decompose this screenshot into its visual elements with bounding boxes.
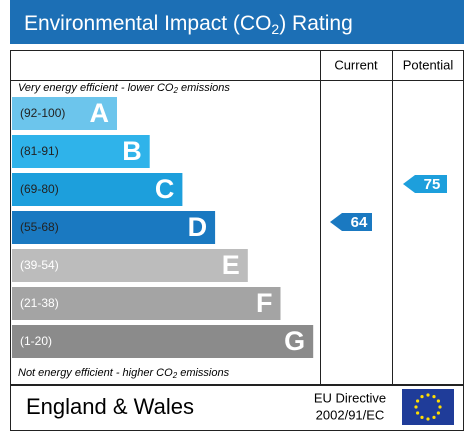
band-bar	[12, 249, 248, 282]
band-letter: C	[155, 174, 175, 204]
region: England & Wales	[26, 394, 194, 419]
band-letter: E	[222, 250, 240, 280]
band-range: (69-80)	[20, 182, 59, 196]
directive: EU Directive	[314, 390, 386, 405]
band-bar	[12, 97, 117, 130]
current-arrow	[330, 213, 372, 231]
band-range: (81-91)	[20, 144, 59, 158]
band-bar	[12, 287, 281, 320]
footer-frame	[10, 385, 464, 431]
band-letter: D	[188, 212, 208, 242]
band-letter: B	[122, 136, 142, 166]
title-bar	[10, 0, 464, 44]
bands: (92-100) A (81-91) B (69-80) C (55-68) D (39-54)…	[12, 97, 314, 358]
band-range: (92-100)	[20, 106, 65, 120]
col-header: Current	[334, 57, 378, 72]
band-letter: G	[284, 326, 305, 356]
band-bar	[12, 211, 216, 244]
band-bar	[12, 135, 150, 168]
col-header: Potential	[403, 57, 454, 72]
eu-star	[432, 395, 436, 399]
main-frame	[10, 50, 464, 385]
eu-star	[426, 393, 430, 397]
eu-star	[432, 415, 436, 419]
band-bar	[12, 173, 183, 206]
top-note: Very energy efficient - lower CO2 emissi…	[18, 82, 230, 95]
eu-star	[426, 417, 430, 421]
band-range: (39-54)	[20, 258, 59, 272]
directive: 2002/91/EC	[316, 407, 385, 422]
eu-star	[436, 411, 440, 415]
band-range: (21-38)	[20, 296, 59, 310]
band-range: (55-68)	[20, 220, 59, 234]
bottom-note: Not energy efficient - higher CO2 emissi…	[18, 367, 230, 380]
band-letter: A	[90, 98, 110, 128]
band-bar	[12, 325, 314, 358]
band-range: (1-20)	[20, 334, 52, 348]
eu-star	[416, 399, 420, 403]
eu-star	[420, 415, 424, 419]
potential-arrow	[403, 175, 447, 193]
band-letter: F	[256, 288, 273, 318]
eu-star	[438, 405, 442, 409]
eu-star	[414, 405, 418, 409]
potential-value: 75	[424, 176, 441, 193]
eu-stars	[414, 393, 442, 421]
eu-star	[420, 395, 424, 399]
eu-star	[416, 411, 420, 415]
current-value: 64	[351, 214, 368, 231]
eu-star	[436, 399, 440, 403]
title: Environmental Impact (CO2) Rating	[24, 12, 353, 37]
